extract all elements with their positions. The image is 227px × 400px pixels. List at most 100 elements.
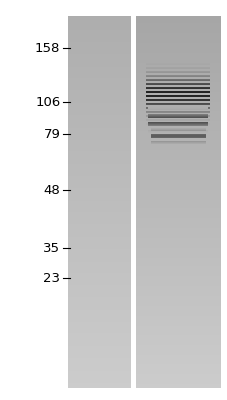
Bar: [135, 48, 220, 50]
Bar: [68, 48, 131, 50]
Bar: [135, 350, 220, 351]
Bar: [68, 200, 131, 201]
Bar: [135, 320, 220, 321]
Bar: [68, 132, 131, 134]
Bar: [135, 160, 220, 161]
Bar: [68, 315, 131, 316]
Bar: [135, 155, 220, 156]
Bar: [68, 344, 131, 346]
Bar: [135, 38, 220, 40]
Bar: [68, 338, 131, 340]
Bar: [68, 97, 131, 98]
Bar: [135, 346, 220, 347]
Bar: [135, 316, 220, 317]
Bar: [135, 135, 220, 136]
Bar: [135, 63, 220, 64]
Bar: [68, 253, 131, 254]
Bar: [68, 336, 131, 337]
Bar: [135, 40, 220, 41]
Bar: [68, 156, 131, 157]
Bar: [135, 226, 220, 227]
Bar: [135, 28, 220, 30]
Bar: [68, 78, 131, 79]
Bar: [135, 172, 220, 174]
Bar: [68, 328, 131, 330]
Bar: [135, 191, 220, 192]
Bar: [68, 83, 131, 84]
Bar: [68, 316, 131, 317]
Text: 35: 35: [43, 242, 60, 254]
Bar: [68, 74, 131, 76]
Bar: [135, 21, 220, 22]
Bar: [68, 157, 131, 158]
Bar: [68, 114, 131, 115]
Bar: [135, 51, 220, 52]
Bar: [135, 185, 220, 186]
Bar: [68, 68, 131, 69]
Bar: [68, 90, 131, 92]
Bar: [135, 380, 220, 382]
Bar: [146, 87, 210, 88]
Bar: [68, 242, 131, 243]
Bar: [135, 294, 220, 295]
Bar: [135, 247, 220, 248]
Bar: [135, 268, 220, 269]
Bar: [135, 372, 220, 373]
Bar: [135, 364, 220, 366]
Bar: [68, 340, 131, 341]
Bar: [135, 128, 220, 129]
Bar: [135, 61, 220, 62]
Bar: [135, 83, 220, 84]
Bar: [135, 258, 220, 259]
Bar: [68, 41, 131, 42]
Bar: [135, 207, 220, 208]
Bar: [135, 97, 220, 98]
Bar: [135, 379, 220, 380]
Bar: [135, 290, 220, 291]
Bar: [68, 325, 131, 326]
Bar: [135, 57, 220, 58]
Bar: [135, 334, 220, 335]
Bar: [135, 286, 220, 288]
Bar: [68, 32, 131, 33]
Bar: [68, 142, 131, 144]
Bar: [135, 180, 220, 181]
Bar: [135, 299, 220, 300]
Bar: [135, 203, 220, 204]
Bar: [68, 247, 131, 248]
Bar: [68, 187, 131, 188]
Bar: [68, 105, 131, 106]
Bar: [68, 136, 131, 138]
Bar: [68, 232, 131, 233]
Bar: [135, 278, 220, 279]
Bar: [68, 360, 131, 361]
Bar: [135, 167, 220, 168]
Bar: [68, 128, 131, 129]
Bar: [135, 50, 220, 51]
Bar: [135, 87, 220, 88]
Bar: [68, 368, 131, 370]
Bar: [68, 66, 131, 67]
Bar: [135, 176, 220, 177]
Bar: [135, 296, 220, 298]
Bar: [68, 118, 131, 119]
Bar: [68, 56, 131, 57]
Bar: [68, 230, 131, 232]
Bar: [68, 262, 131, 263]
Bar: [68, 249, 131, 250]
Bar: [135, 253, 220, 254]
Bar: [146, 70, 210, 71]
Bar: [135, 281, 220, 282]
Bar: [135, 377, 220, 378]
Bar: [135, 305, 220, 306]
Bar: [68, 58, 131, 60]
Bar: [68, 16, 131, 17]
Bar: [68, 386, 131, 387]
Bar: [68, 31, 131, 32]
Bar: [135, 373, 220, 374]
Bar: [135, 340, 220, 341]
Bar: [68, 366, 131, 367]
Bar: [135, 211, 220, 212]
Bar: [68, 280, 131, 281]
Bar: [135, 46, 220, 47]
